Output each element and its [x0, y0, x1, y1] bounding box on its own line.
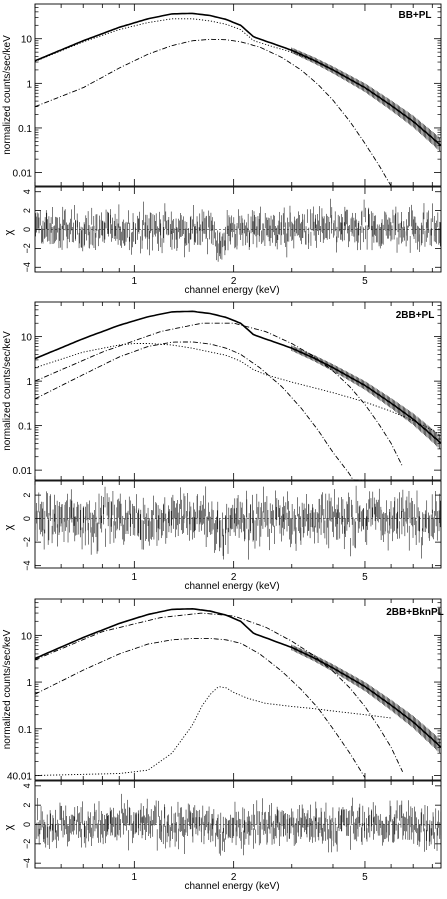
y-tick-label: 0.1: [18, 422, 32, 433]
residual-y-label: χ: [3, 229, 15, 235]
y-tick-label: 40.01: [7, 771, 32, 782]
panel-label: BB+PL: [398, 10, 431, 21]
data-spectrum-curve: [34, 12, 442, 147]
model-component-curve: [34, 343, 442, 436]
model-component-curve: [34, 612, 404, 772]
residual-tick-label: 0: [22, 822, 32, 827]
y-tick-label: 1: [26, 377, 32, 388]
model-component-curve: [34, 637, 366, 778]
data-spectrum-curve: [34, 310, 442, 444]
x-tick-label: 1: [132, 872, 138, 883]
x-tick-label: 5: [362, 572, 368, 583]
panel-3: 1 2 5 channel energy (keV) 40.01 0.1 1 10 normal…: [2, 598, 444, 892]
model-component-curve: [34, 341, 365, 481]
residual-tick-label: 2: [22, 803, 32, 808]
residual-y-label: χ: [3, 824, 15, 830]
residual-tick-label: 4: [22, 189, 32, 194]
panel-label: 2BB+PL: [396, 310, 435, 321]
y-tick-label: 1: [26, 79, 32, 90]
residual-tick-label: −4: [22, 262, 32, 272]
y-tick-label: 0.01: [13, 466, 33, 477]
residual-tick-label: 2: [22, 208, 32, 213]
panel-1: 1 2 5 channel energy (keV) 0.01 0.1 1 10 normali…: [2, 3, 442, 296]
model-component-curve: [34, 38, 392, 187]
panel-2: 1 2 5 channel energy (keV) 0.01 0.1 1 10 normali…: [2, 301, 442, 592]
x-axis-label: channel energy (keV): [184, 881, 279, 892]
model-component-curve: [34, 322, 404, 467]
residual-y-label: χ: [3, 524, 15, 530]
x-axis-label: channel energy (keV): [184, 285, 279, 296]
y-tick-label: 0.01: [13, 169, 33, 180]
residual-tick-label: 2: [22, 493, 32, 498]
panel-label: 2BB+BknPL: [386, 607, 444, 618]
y-axis-label: normalized counts/sec/keV: [2, 629, 13, 749]
residual-tick-label: −2: [22, 839, 32, 849]
x-tick-label: 2: [231, 276, 237, 287]
y-tick-label: 10: [21, 333, 33, 344]
residual-tick-label: 0: [22, 227, 32, 232]
spectrum-frame: [34, 301, 442, 481]
y-tick-label: 10: [21, 35, 33, 46]
y-tick-label: 0.1: [18, 725, 32, 736]
y-tick-label: 0.1: [18, 124, 32, 135]
residual-tick-label: 4: [22, 783, 32, 788]
residual-tick-label: −4: [22, 858, 32, 868]
residual-tick-label: 0: [22, 516, 32, 521]
model-component-curve: [34, 18, 442, 147]
y-tick-label: 1: [26, 678, 32, 689]
y-axis-label: normalized counts/sec/keV: [2, 35, 13, 155]
spectrum-frame: [34, 598, 442, 781]
y-tick-label: 10: [21, 631, 33, 642]
data-spectrum-curve: [34, 607, 442, 748]
residual-tick-label: −2: [22, 243, 32, 253]
x-tick-label: 2: [231, 572, 237, 583]
residual-tick-label: −4: [22, 561, 32, 571]
residual-tick-label: −2: [22, 537, 32, 547]
model-component-curve: [34, 686, 392, 776]
x-tick-label: 5: [362, 872, 368, 883]
x-tick-label: 1: [132, 276, 138, 287]
x-tick-label: 1: [132, 572, 138, 583]
x-tick-label: 2: [231, 872, 237, 883]
spectrum-frame: [34, 3, 442, 187]
x-tick-label: 5: [362, 276, 368, 287]
y-axis-label: normalized counts/sec/keV: [2, 331, 13, 451]
x-axis-label: channel energy (keV): [184, 581, 279, 592]
